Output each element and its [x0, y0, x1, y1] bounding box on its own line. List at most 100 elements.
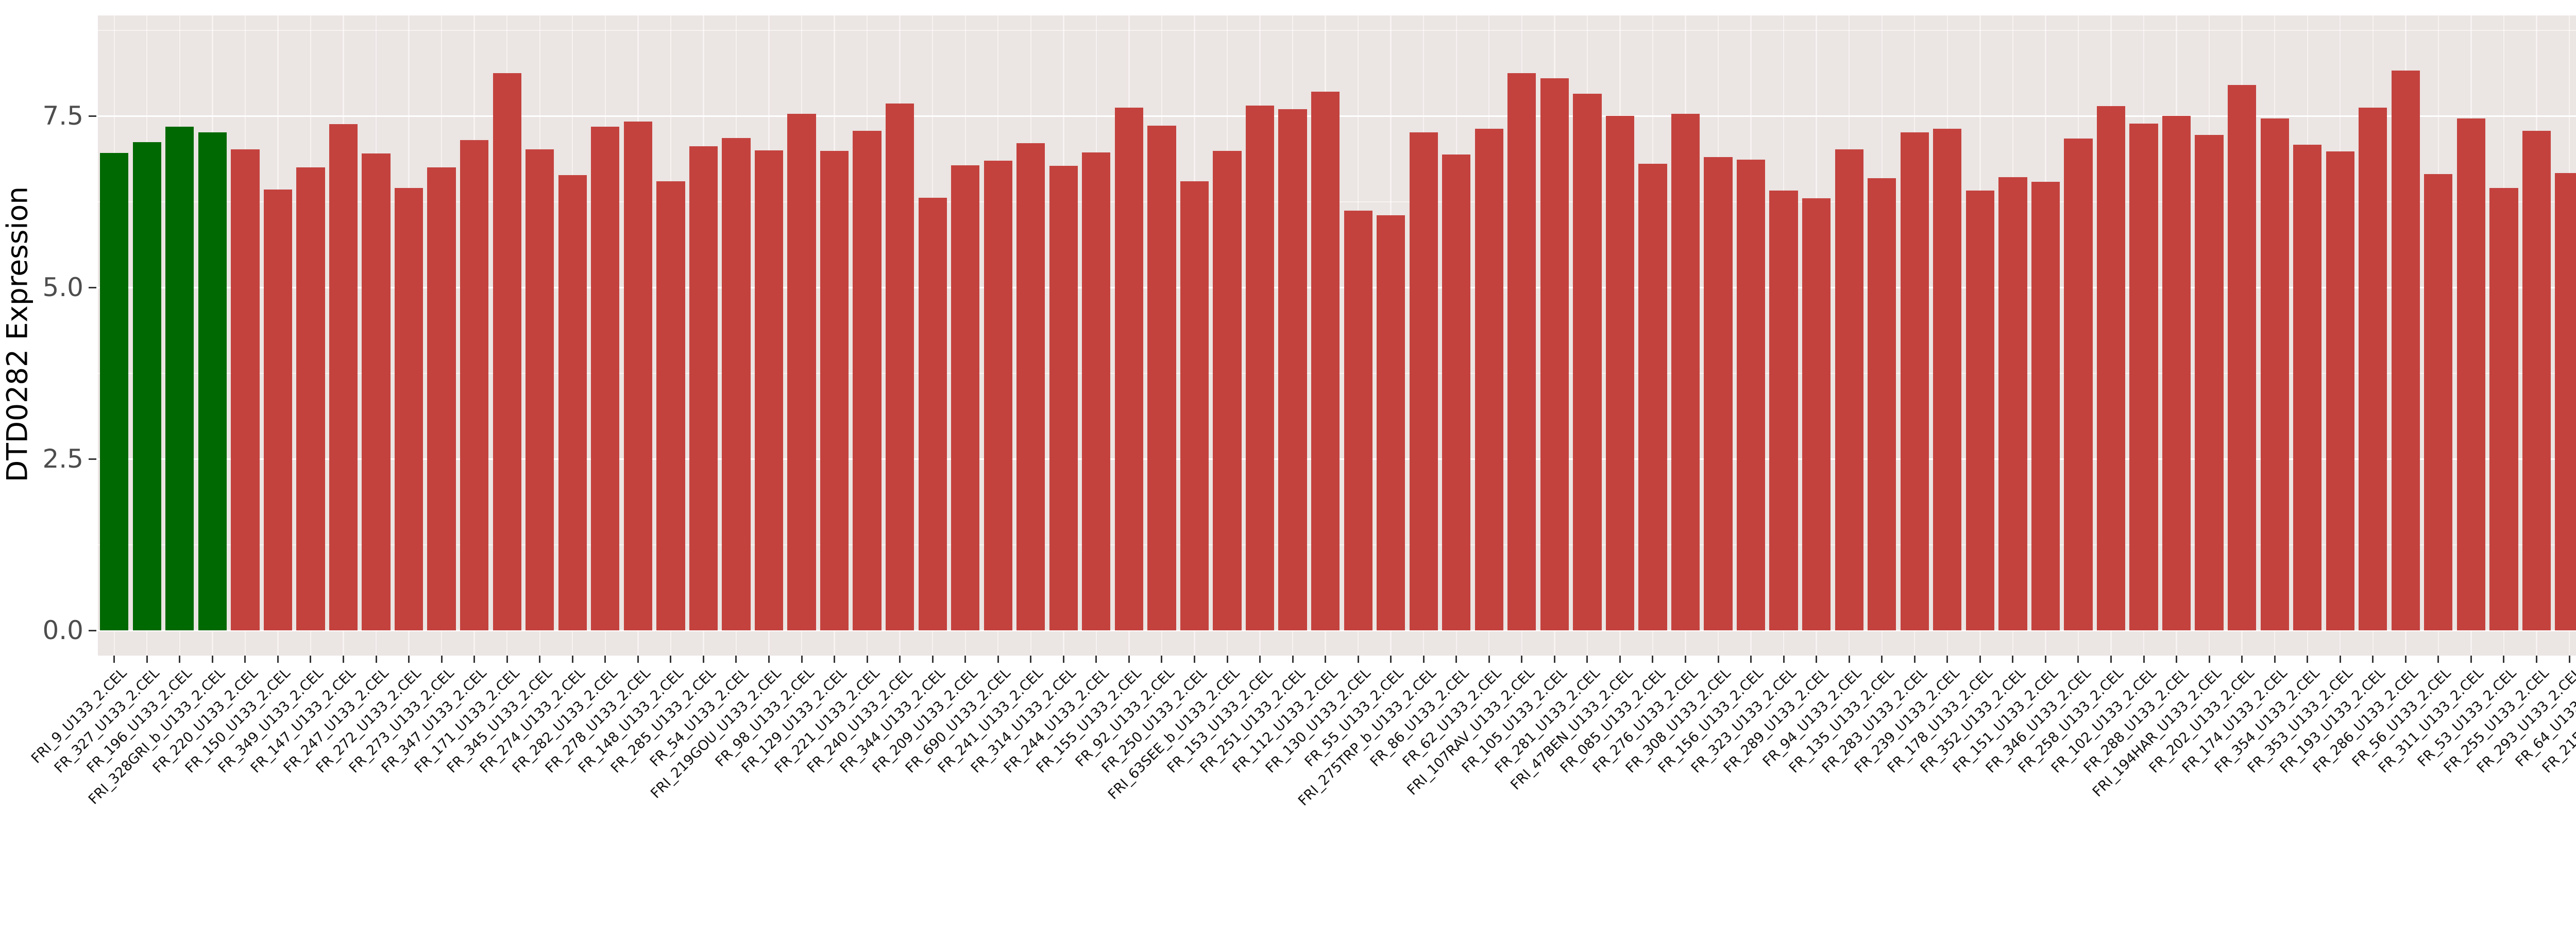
bar-FR_153_U133_2.CEL: [1245, 106, 1275, 630]
bar-FR_202_U133_2.CEL: [2228, 85, 2257, 630]
x-axis-tick: [146, 656, 148, 663]
bar-FR_283_U133_2.CEL: [1900, 132, 1929, 630]
bar-FR_289_U133_2.CEL: [1802, 198, 1831, 630]
bar-FR_286_U133_2.CEL: [2391, 71, 2420, 630]
x-axis-tick: [2404, 656, 2406, 663]
bar-FR_105_U133_2.CEL: [1540, 78, 1569, 630]
x-axis-tick: [964, 656, 967, 663]
bar-FR_155_U133_2.CEL: [1114, 108, 1144, 630]
x-axis-tick: [1652, 656, 1654, 663]
bar-FR_311_U133_2.CEL: [2456, 118, 2486, 630]
x-axis-tick: [1325, 656, 1327, 663]
bar-FR_085_U133_2.CEL: [1638, 164, 1667, 630]
gridline-major: [98, 629, 2576, 631]
x-axis-tick: [179, 656, 181, 663]
bar-FR_278_U133_2.CEL: [623, 121, 652, 630]
x-axis-tick: [1161, 656, 1163, 663]
bar-FR_151_U133_2.CEL: [2031, 181, 2060, 630]
bar-FR_94_U133_2.CEL: [1835, 149, 1863, 630]
bar-FR_150_U133_2.CEL: [263, 189, 293, 630]
bar-FR_247_U133_2.CEL: [362, 153, 391, 630]
bar-FRI_107RAV_U133_2.CEL: [1507, 73, 1536, 630]
x-axis-tick: [1586, 656, 1588, 663]
x-axis-tick: [1292, 656, 1294, 663]
x-axis-tick: [1816, 656, 1818, 663]
x-axis-tick: [2568, 656, 2570, 663]
x-axis-tick: [931, 656, 934, 663]
bar-FR_193_U133_2.CEL: [2359, 108, 2387, 630]
bar-FR_240_U133_2.CEL: [886, 104, 914, 630]
x-axis-tick: [1913, 656, 1916, 663]
bar-FR_244_U133_2.CEL: [1082, 152, 1111, 630]
bar-FR_308_U133_2.CEL: [1704, 157, 1733, 630]
bar-FR_258_U133_2.CEL: [2096, 106, 2126, 630]
bar-FR_102_U133_2.CEL: [2129, 123, 2158, 630]
bar-FR_346_U133_2.CEL: [2064, 138, 2093, 630]
x-axis-tick: [1783, 656, 1785, 663]
bar-FR_352_U133_2.CEL: [1998, 177, 2027, 630]
bar-FR_255_U133_2.CEL: [2522, 131, 2551, 630]
x-axis-tick: [310, 656, 312, 663]
x-axis-tick: [1095, 656, 1097, 663]
x-axis-tick: [1848, 656, 1850, 663]
x-axis-tick: [997, 656, 999, 663]
bar-FR_239_U133_2.CEL: [1933, 129, 1962, 630]
x-axis-tick: [1226, 656, 1228, 663]
x-axis-tick: [2503, 656, 2505, 663]
bar-FRI_219GOU_U133_2.CEL: [754, 150, 784, 630]
x-axis-tick: [1357, 656, 1359, 663]
bar-FR_174_U133_2.CEL: [2260, 118, 2289, 630]
x-axis-tick: [637, 656, 639, 663]
x-axis-tick: [2274, 656, 2276, 663]
bar-FRI_47BEN_U133_2.CEL: [1605, 116, 1635, 630]
x-axis-tick: [2241, 656, 2243, 663]
bar-FR_349_U133_2.CEL: [296, 167, 325, 630]
x-axis-tick: [2307, 656, 2309, 663]
bar-FR_353_U133_2.CEL: [2326, 151, 2354, 630]
bar-FR_178_U133_2.CEL: [1965, 191, 1994, 630]
x-axis-tick: [2110, 656, 2112, 663]
bar-FR_196_U133_2.CEL: [165, 127, 194, 630]
bar-FRI_275TRP_b_U133_2.CEL: [1409, 132, 1438, 630]
x-axis-tick: [1030, 656, 1032, 663]
bar-FRI_63SEE_b_U133_2.CEL: [1213, 150, 1242, 630]
x-axis-tick: [1946, 656, 1948, 663]
x-axis-tick: [834, 656, 836, 663]
y-axis-tick: [89, 286, 96, 288]
x-axis-tick: [2012, 656, 2014, 663]
x-axis-tick: [2143, 656, 2145, 663]
bar-FRI_194HAR_U133_2.CEL: [2195, 135, 2224, 630]
x-axis-tick: [2176, 656, 2178, 663]
bar-FR_276_U133_2.CEL: [1671, 114, 1700, 630]
x-axis-tick: [2470, 656, 2472, 663]
y-axis-tick: [89, 115, 96, 117]
x-axis-tick: [1717, 656, 1719, 663]
x-axis-tick: [440, 656, 443, 663]
bar-FR_209_U133_2.CEL: [951, 165, 980, 630]
x-axis-tick: [1685, 656, 1687, 663]
y-tick-label: 2.5: [42, 444, 83, 474]
x-axis-tick: [1062, 656, 1064, 663]
bar-FR_250_U133_2.CEL: [1180, 181, 1209, 630]
bar-FR_281_U133_2.CEL: [1573, 94, 1602, 630]
bar-FRI_9_U133_2.CEL: [100, 152, 129, 630]
bar-FR_112_U133_2.CEL: [1311, 92, 1340, 630]
x-axis-tick: [1455, 656, 1458, 663]
x-axis-tick: [2077, 656, 2079, 663]
x-axis-tick: [1553, 656, 1555, 663]
bar-FR_241_U133_2.CEL: [1016, 143, 1045, 630]
bar-FR_86_U133_2.CEL: [1442, 154, 1471, 630]
x-axis-tick: [244, 656, 246, 663]
bar-FR_56_U133_2.CEL: [2424, 174, 2453, 630]
y-tick-label: 5.0: [42, 272, 83, 302]
bar-FR_147_U133_2.CEL: [329, 124, 358, 630]
x-axis-tick: [1619, 656, 1621, 663]
bar-FR_53_U133_2.CEL: [2489, 187, 2518, 630]
x-axis-tick: [571, 656, 573, 663]
x-axis-tick: [1488, 656, 1490, 663]
x-axis-tick: [375, 656, 377, 663]
x-axis-tick: [113, 656, 115, 663]
bar-FR_274_U133_2.CEL: [558, 175, 587, 630]
y-axis-tick: [89, 458, 96, 460]
